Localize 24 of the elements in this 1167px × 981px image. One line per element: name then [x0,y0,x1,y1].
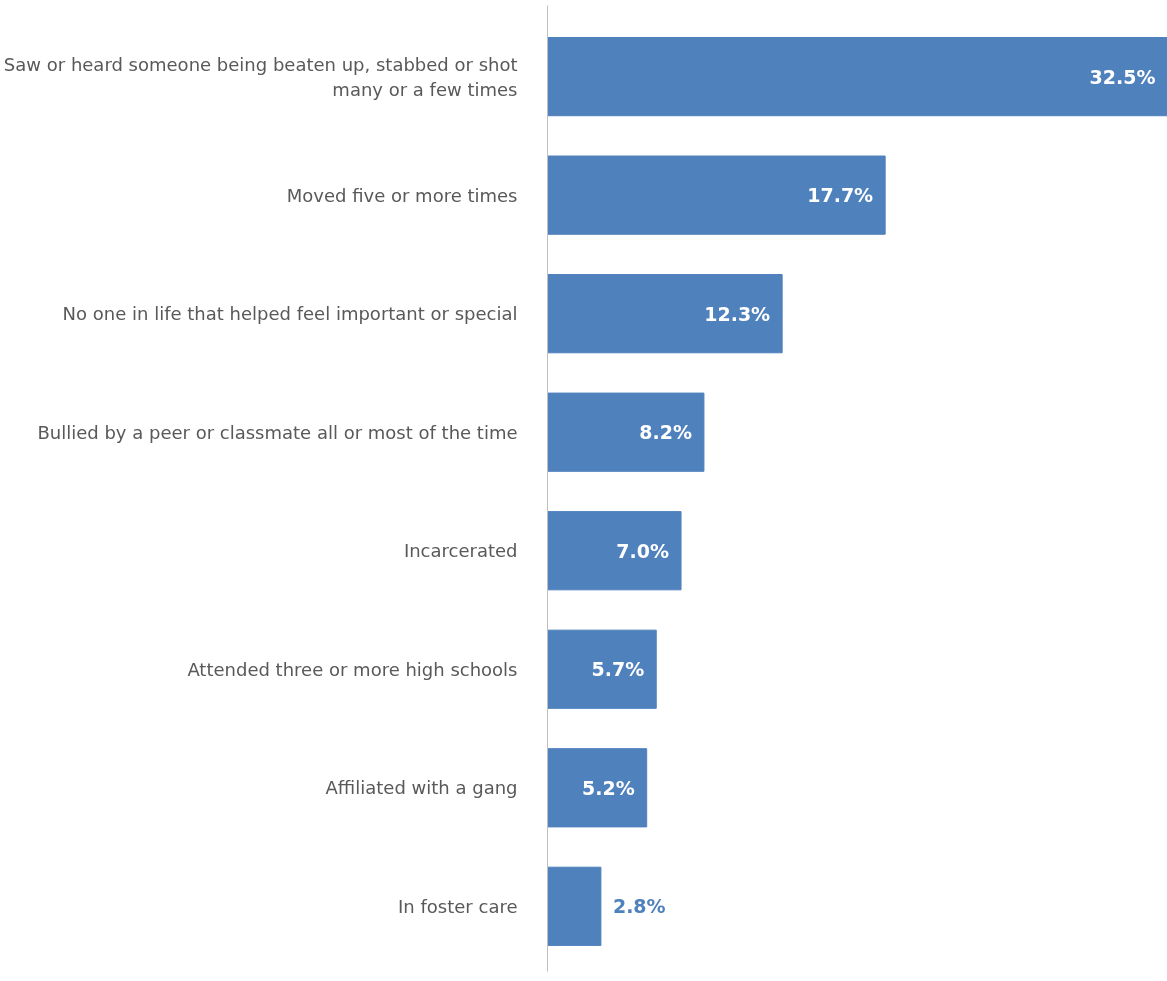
data-label: 5.2% [582,776,635,799]
data-label: 17.7% [807,184,874,207]
bar [547,274,783,354]
y-tick-label: In foster care [398,895,518,917]
bar [547,37,1167,117]
y-tick-label: Incarcerated [403,540,518,562]
data-label: 8.2% [639,421,692,444]
bar [547,866,602,946]
y-tick-label: Moved five or more times [286,184,518,206]
y-tick-label: Bullied by a peer or classmate all or most of the time [37,421,518,443]
y-tick-label: Saw or heard someone being beaten up, stabbed or shot many or a few times [3,53,518,100]
bar [547,629,657,709]
data-label: 5.7% [591,658,645,681]
bar [547,392,705,472]
bar [547,155,886,235]
y-tick-label: Affiliated with a gang [325,777,518,799]
data-label: 2.8% [612,895,666,918]
y-tick-label: No one in life that helped feel important or special [62,303,518,325]
bar [547,511,682,591]
data-label: 12.3% [704,302,771,325]
data-label: 32.5% [1089,65,1156,88]
data-label: 7.0% [616,539,670,562]
y-tick-label: Attended three or more high schools [187,658,518,680]
bar [547,748,648,828]
